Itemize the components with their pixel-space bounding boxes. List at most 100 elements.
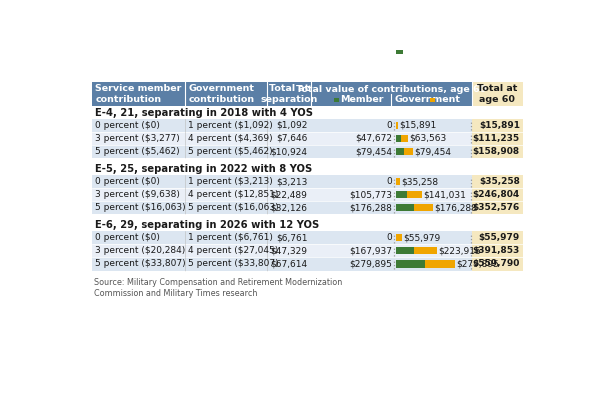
Text: $111,235: $111,235 [473,134,520,143]
Text: $67,614: $67,614 [271,259,308,269]
Bar [472,188,523,201]
Text: E-4, 21, separating in 2018 with 4 YOS: E-4, 21, separating in 2018 with 4 YOS [95,108,313,118]
Bar [425,260,455,268]
Text: $352,576: $352,576 [473,203,520,212]
Text: 0: 0 [386,121,392,130]
Bar [92,257,472,271]
Text: Government
contribution: Government contribution [188,85,254,104]
Text: Total at
separation: Total at separation [260,85,317,104]
Bar [92,201,472,214]
Bar [396,43,403,54]
Bar [472,257,523,271]
Text: 1 percent ($1,092): 1 percent ($1,092) [188,121,273,130]
Text: $79,454: $79,454 [414,147,451,156]
Text: $223,916: $223,916 [439,246,481,255]
Text: $55,979: $55,979 [479,233,520,242]
Bar [92,219,523,231]
Text: 3 percent ($3,277): 3 percent ($3,277) [95,134,180,143]
Text: 1 percent ($6,761): 1 percent ($6,761) [188,233,273,242]
Bar [472,175,523,188]
Text: 1 percent ($3,213): 1 percent ($3,213) [188,177,273,186]
Text: $279,895: $279,895 [349,259,392,269]
Bar [334,98,338,102]
Text: $10,924: $10,924 [271,147,308,156]
Text: $167,937: $167,937 [349,246,392,255]
Bar [415,204,433,211]
Text: Service member
contribution: Service member contribution [95,85,182,104]
Text: 5 percent ($5,462): 5 percent ($5,462) [95,147,180,156]
Bar [396,46,403,54]
Text: 0: 0 [386,177,392,186]
Text: 0 percent ($0): 0 percent ($0) [95,121,160,130]
Bar [396,260,425,268]
Text: $176,288: $176,288 [434,203,478,212]
Text: $246,804: $246,804 [473,190,520,199]
Bar [92,231,472,244]
Text: 5 percent ($16,063): 5 percent ($16,063) [95,203,186,212]
Text: Member: Member [340,95,383,104]
Text: 3 percent ($9,638): 3 percent ($9,638) [95,190,180,199]
Bar [92,145,472,158]
Text: 5 percent ($5,462): 5 percent ($5,462) [188,147,273,156]
Bar [396,247,413,254]
Bar [472,82,523,106]
Text: $47,329: $47,329 [271,246,308,255]
Bar [472,201,523,214]
Bar [472,119,523,132]
Bar [92,244,472,257]
Text: $105,773: $105,773 [349,190,392,199]
Bar [92,175,472,188]
Text: $559,790: $559,790 [472,259,520,269]
Bar [404,148,413,155]
Bar [396,122,398,129]
Text: 4 percent ($27,045): 4 percent ($27,045) [188,246,278,255]
Bar [396,204,415,211]
Text: E-6, 29, separating in 2026 with 12 YOS: E-6, 29, separating in 2026 with 12 YOS [95,220,319,230]
Text: 5 percent ($33,807): 5 percent ($33,807) [188,259,279,269]
Bar [472,244,523,257]
Text: $3,213: $3,213 [276,177,308,186]
Text: Government: Government [394,95,460,104]
Text: Total at
age 60: Total at age 60 [477,85,518,104]
Text: $35,258: $35,258 [479,177,520,186]
Text: $15,891: $15,891 [479,121,520,130]
Text: E-5, 25, separating in 2022 with 8 YOS: E-5, 25, separating in 2022 with 8 YOS [95,164,313,174]
Bar [401,135,407,142]
Bar [92,132,472,145]
Text: $63,563: $63,563 [409,134,446,143]
Text: $141,031: $141,031 [424,190,466,199]
Bar [396,178,400,185]
Text: Total value of contributions, age 60: Total value of contributions, age 60 [296,85,486,94]
Text: 4 percent ($12,851): 4 percent ($12,851) [188,190,278,199]
Bar [396,191,407,198]
Text: $279,895: $279,895 [457,259,499,269]
Text: $55,979: $55,979 [403,233,440,242]
Text: $391,853: $391,853 [473,246,520,255]
Text: $79,454: $79,454 [355,147,392,156]
Bar [396,234,402,241]
Text: $176,288: $176,288 [349,203,392,212]
Text: 0: 0 [386,233,392,242]
Text: $6,761: $6,761 [276,233,308,242]
Bar [92,82,185,106]
Bar [413,247,437,254]
Bar [396,148,404,155]
Text: $7,646: $7,646 [276,134,308,143]
Bar [472,231,523,244]
Text: $158,908: $158,908 [473,147,520,156]
Bar [396,25,403,54]
Bar [267,82,311,106]
Bar [472,132,523,145]
Bar [92,106,523,119]
Bar [396,135,401,142]
Bar [92,188,472,201]
Text: $15,891: $15,891 [399,121,436,130]
Bar [430,98,434,102]
Bar [396,36,403,54]
Text: $22,489: $22,489 [271,190,308,199]
Text: 5 percent ($16,063): 5 percent ($16,063) [188,203,279,212]
Text: $35,258: $35,258 [401,177,438,186]
Text: $47,672: $47,672 [355,134,392,143]
Bar [396,36,403,54]
Text: 3 percent ($20,284): 3 percent ($20,284) [95,246,185,255]
